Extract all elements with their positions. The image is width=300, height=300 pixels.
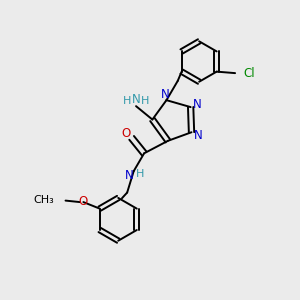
Text: O: O	[121, 127, 130, 140]
Text: H: H	[141, 96, 150, 106]
Text: Cl: Cl	[243, 67, 255, 80]
Text: N: N	[193, 98, 202, 111]
Text: H: H	[123, 96, 131, 106]
Text: O: O	[78, 195, 87, 208]
Text: N: N	[132, 93, 141, 106]
Text: H: H	[136, 169, 144, 179]
Text: N: N	[160, 88, 169, 101]
Text: CH₃: CH₃	[34, 195, 54, 205]
Text: N: N	[194, 129, 203, 142]
Text: N: N	[124, 169, 133, 182]
